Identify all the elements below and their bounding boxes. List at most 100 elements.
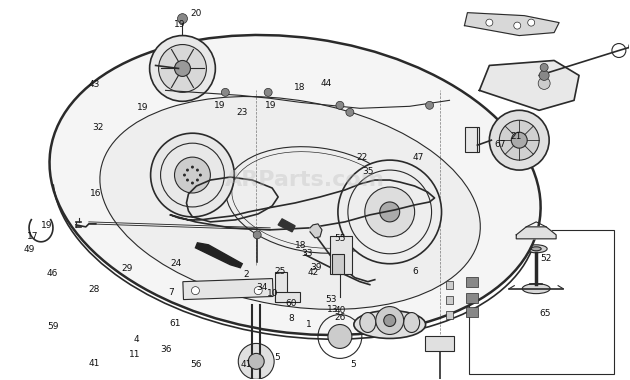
Bar [183, 279, 273, 299]
Circle shape [336, 101, 344, 109]
Ellipse shape [360, 313, 375, 332]
Circle shape [380, 202, 399, 222]
Text: ARParts.com: ARParts.com [225, 170, 385, 190]
Circle shape [538, 78, 550, 89]
Text: 20: 20 [190, 10, 202, 19]
Text: 19: 19 [175, 20, 186, 28]
Circle shape [199, 174, 202, 177]
Text: 29: 29 [121, 264, 132, 273]
Circle shape [178, 14, 188, 24]
Ellipse shape [50, 35, 541, 335]
Text: 34: 34 [256, 283, 267, 292]
Text: 18: 18 [294, 82, 306, 92]
Circle shape [486, 19, 493, 26]
Circle shape [514, 22, 521, 29]
Polygon shape [479, 60, 579, 110]
Circle shape [264, 89, 272, 97]
Ellipse shape [531, 247, 541, 251]
Text: 5: 5 [275, 353, 280, 362]
Circle shape [539, 70, 549, 81]
Text: 52: 52 [541, 254, 552, 263]
Bar [332, 254, 344, 274]
Bar [425, 336, 454, 352]
Ellipse shape [525, 245, 547, 253]
Circle shape [253, 231, 261, 239]
Circle shape [346, 108, 354, 116]
Circle shape [426, 101, 433, 109]
Circle shape [512, 132, 527, 148]
Bar [445, 310, 454, 318]
Text: 61: 61 [169, 319, 181, 328]
Circle shape [191, 166, 194, 169]
Circle shape [192, 287, 200, 294]
Text: 65: 65 [539, 309, 551, 318]
Text: 42: 42 [307, 268, 319, 277]
Text: 25: 25 [275, 267, 286, 276]
Text: 23: 23 [236, 108, 248, 117]
Bar [445, 281, 454, 289]
Text: 19: 19 [137, 103, 148, 112]
Text: 53: 53 [326, 295, 337, 304]
Circle shape [540, 63, 548, 71]
Text: 39: 39 [311, 263, 322, 272]
Circle shape [149, 36, 215, 101]
Text: 19: 19 [40, 221, 52, 230]
Polygon shape [195, 243, 243, 268]
Text: 22: 22 [357, 153, 368, 162]
Bar [445, 296, 454, 304]
Text: 33: 33 [302, 249, 313, 258]
Text: 56: 56 [190, 359, 202, 369]
Text: 41: 41 [240, 359, 251, 369]
Text: 26: 26 [335, 314, 346, 323]
Bar [469, 230, 614, 374]
Bar [466, 277, 478, 287]
Circle shape [221, 89, 229, 97]
Bar [330, 236, 352, 274]
Ellipse shape [100, 97, 480, 309]
Circle shape [151, 133, 234, 217]
Text: 24: 24 [170, 259, 181, 268]
Circle shape [328, 325, 352, 348]
Circle shape [175, 157, 210, 193]
Text: 46: 46 [47, 269, 59, 278]
Text: 8: 8 [289, 314, 294, 323]
Circle shape [248, 353, 264, 369]
Text: 28: 28 [88, 285, 100, 294]
Circle shape [196, 169, 199, 171]
Circle shape [375, 307, 404, 334]
Circle shape [186, 169, 189, 171]
Circle shape [384, 315, 396, 326]
Text: 67: 67 [495, 140, 506, 149]
Bar [466, 293, 478, 302]
Text: 19: 19 [265, 101, 277, 111]
Text: 47: 47 [413, 153, 424, 162]
Text: 19: 19 [214, 101, 226, 111]
Circle shape [238, 344, 274, 379]
Text: 55: 55 [335, 234, 346, 243]
Circle shape [159, 44, 207, 92]
Text: 17: 17 [27, 232, 38, 241]
Text: 32: 32 [93, 123, 104, 131]
Bar [275, 291, 300, 302]
Text: 5: 5 [350, 359, 355, 369]
Ellipse shape [522, 283, 550, 294]
Text: 11: 11 [129, 350, 140, 359]
Circle shape [338, 160, 442, 264]
Text: 13: 13 [327, 305, 338, 314]
Polygon shape [278, 219, 295, 232]
Circle shape [528, 19, 535, 26]
Circle shape [490, 110, 549, 170]
Text: 44: 44 [321, 79, 332, 88]
Text: 49: 49 [24, 245, 35, 254]
Text: 36: 36 [160, 345, 171, 353]
Text: 21: 21 [510, 132, 522, 141]
Text: 7: 7 [168, 288, 173, 298]
Text: 18: 18 [295, 241, 307, 250]
Circle shape [191, 182, 194, 185]
Text: 16: 16 [89, 188, 101, 198]
Text: 60: 60 [285, 299, 297, 308]
Text: 4: 4 [134, 335, 139, 344]
Text: 2: 2 [243, 269, 249, 279]
Circle shape [365, 187, 415, 237]
Circle shape [186, 179, 189, 182]
